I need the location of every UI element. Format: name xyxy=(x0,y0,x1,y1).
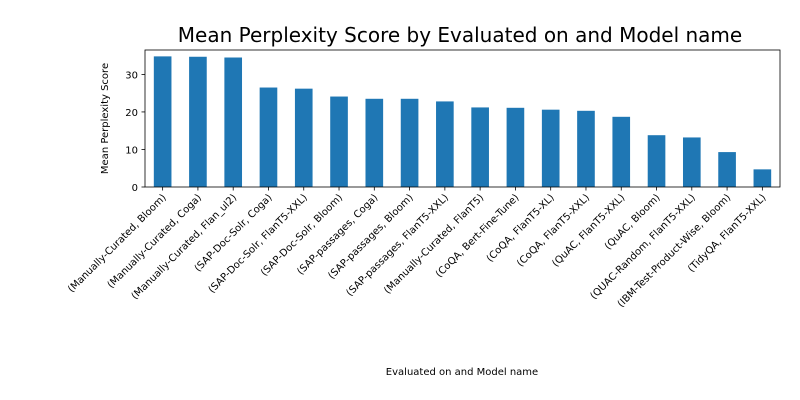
bar xyxy=(189,56,207,188)
x-tick-label: (CoQA, FlanT5-XL) xyxy=(485,192,557,264)
bar xyxy=(224,57,243,188)
y-tick-label: 30 xyxy=(125,70,138,81)
bar xyxy=(153,56,172,187)
y-axis-label: Mean Perplexity Score xyxy=(100,63,111,174)
x-axis-label: Evaluated on and Model name xyxy=(386,367,538,378)
bar xyxy=(436,101,454,187)
bar xyxy=(365,98,384,187)
bar xyxy=(647,135,666,187)
bar xyxy=(330,96,348,187)
bar xyxy=(400,98,419,187)
y-tick-label: 10 xyxy=(125,145,138,156)
chart-title: Mean Perplexity Score by Evaluated on an… xyxy=(178,23,742,47)
bar xyxy=(753,169,772,187)
bar xyxy=(294,88,313,187)
y-tick-label: 20 xyxy=(125,108,138,119)
bar xyxy=(577,110,595,187)
bar xyxy=(471,107,489,187)
y-tick-label: 0 xyxy=(132,183,138,194)
bar xyxy=(259,87,278,187)
bar xyxy=(718,152,736,187)
plot-frame xyxy=(144,49,781,188)
bar xyxy=(506,107,525,187)
bar xyxy=(682,137,701,187)
bar xyxy=(612,116,631,187)
bar xyxy=(541,109,560,187)
